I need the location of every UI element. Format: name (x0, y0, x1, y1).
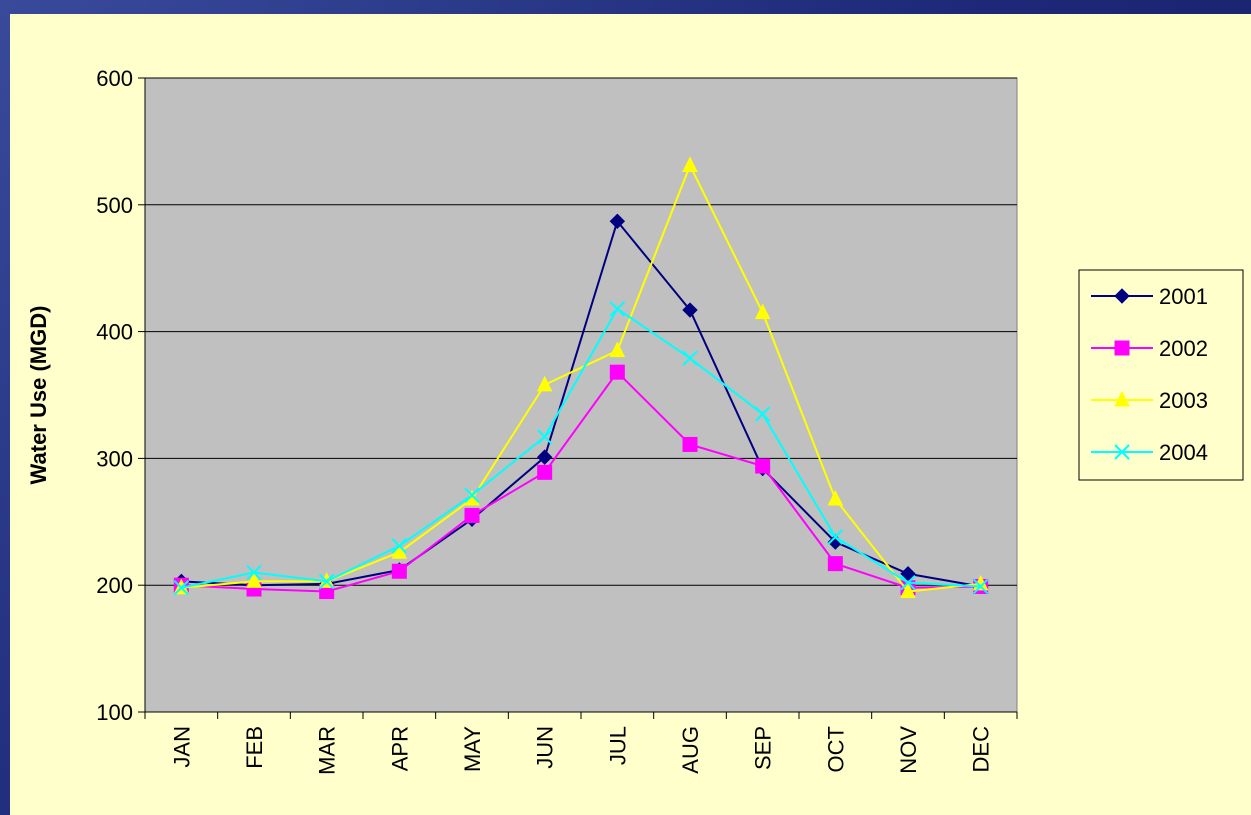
x-tick-label-jan: JAN (169, 726, 194, 768)
legend-marker (1114, 340, 1130, 356)
data-point-2004-sep (754, 406, 771, 422)
legend-label: 2002 (1159, 336, 1208, 361)
data-point-2003-jul (609, 341, 626, 358)
y-tick-label: 400 (96, 320, 133, 345)
data-point-2001-jul (609, 213, 626, 229)
data-point-2004-mar (318, 573, 335, 590)
y-tick-label: 500 (96, 193, 133, 218)
data-point-2003-nov (900, 582, 916, 599)
legend-marker (1114, 444, 1130, 460)
data-point-2002-apr (391, 563, 407, 579)
legend-label: 2001 (1159, 284, 1208, 309)
y-tick-label: 300 (96, 446, 133, 471)
x-tick-label-sep: SEP (751, 726, 776, 770)
data-point-2002-jun (537, 464, 553, 480)
legend-label: 2003 (1159, 388, 1208, 413)
x-tick-label-aug: AUG (678, 726, 703, 774)
data-point-2004-oct (827, 529, 844, 545)
series-2004 (173, 301, 989, 596)
data-point-2004-apr (391, 538, 408, 554)
data-point-2004-jun (536, 429, 553, 445)
data-point-2004-aug (682, 350, 698, 366)
y-tick-label: 100 (96, 700, 133, 725)
chart-panel: 100 200 300 400 500 600 JAN FEB MAR APR MAY JUN JUL A… (10, 14, 1251, 815)
data-point-2004-may (464, 487, 480, 503)
y-tick-label: 600 (96, 66, 133, 91)
legend-box (1078, 269, 1244, 481)
x-tick-label-dec: DEC (969, 726, 994, 773)
data-point-2002-sep (755, 458, 771, 474)
data-point-2004-feb (246, 564, 262, 581)
legend-label: 2004 (1159, 440, 1208, 465)
data-point-2002-aug (682, 436, 698, 452)
data-point-2003-aug (682, 156, 698, 172)
legend-marker (1114, 390, 1130, 407)
x-tick-label-jun: JUN (533, 726, 558, 769)
data-point-2003-feb (246, 572, 262, 588)
data-point-2004-jul (609, 301, 626, 317)
series-line-2002 (181, 370, 981, 593)
x-tick-label-apr: APR (387, 726, 412, 771)
y-tick-label: 200 (96, 573, 133, 598)
data-point-2002-may (464, 507, 480, 523)
data-point-2004-dec (972, 578, 989, 595)
data-point-2003-jun (536, 375, 553, 392)
legend-entry-2004: 2004 (1091, 440, 1208, 465)
data-point-2002-oct (827, 556, 843, 572)
legend-marker (1114, 288, 1130, 304)
x-tick-label-feb: FEB (242, 726, 267, 769)
series-line-2004 (181, 307, 981, 589)
x-tick-label-oct: OCT (823, 726, 848, 772)
data-point-2002-jul (609, 364, 625, 380)
data-point-2003-sep (754, 303, 771, 320)
series-line-2003 (181, 163, 981, 593)
data-point-2004-nov (900, 574, 916, 591)
data-point-2001-aug (682, 302, 698, 318)
x-tick-label-nov: NOV (896, 726, 921, 774)
legend-entry-2002: 2002 (1091, 336, 1208, 361)
legend-entry-2003: 2003 (1091, 388, 1208, 413)
legend-entry-2001: 2001 (1091, 284, 1208, 309)
x-tick-label-jul: JUL (605, 726, 630, 765)
data-point-2003-apr (391, 543, 408, 559)
plot-area (144, 77, 1018, 713)
data-point-2004-jan (173, 580, 190, 596)
data-point-2001-jun (536, 449, 553, 465)
series-line-2001 (181, 219, 981, 588)
y-axis-title: Water Use (MGD) (26, 306, 51, 485)
data-point-2003-oct (827, 489, 844, 506)
x-tick-label-may: MAY (460, 726, 485, 772)
x-tick-label-mar: MAR (315, 726, 340, 775)
water-use-line-chart: 100 200 300 400 500 600 JAN FEB MAR APR MAY JUN JUL A… (26, 66, 1244, 775)
